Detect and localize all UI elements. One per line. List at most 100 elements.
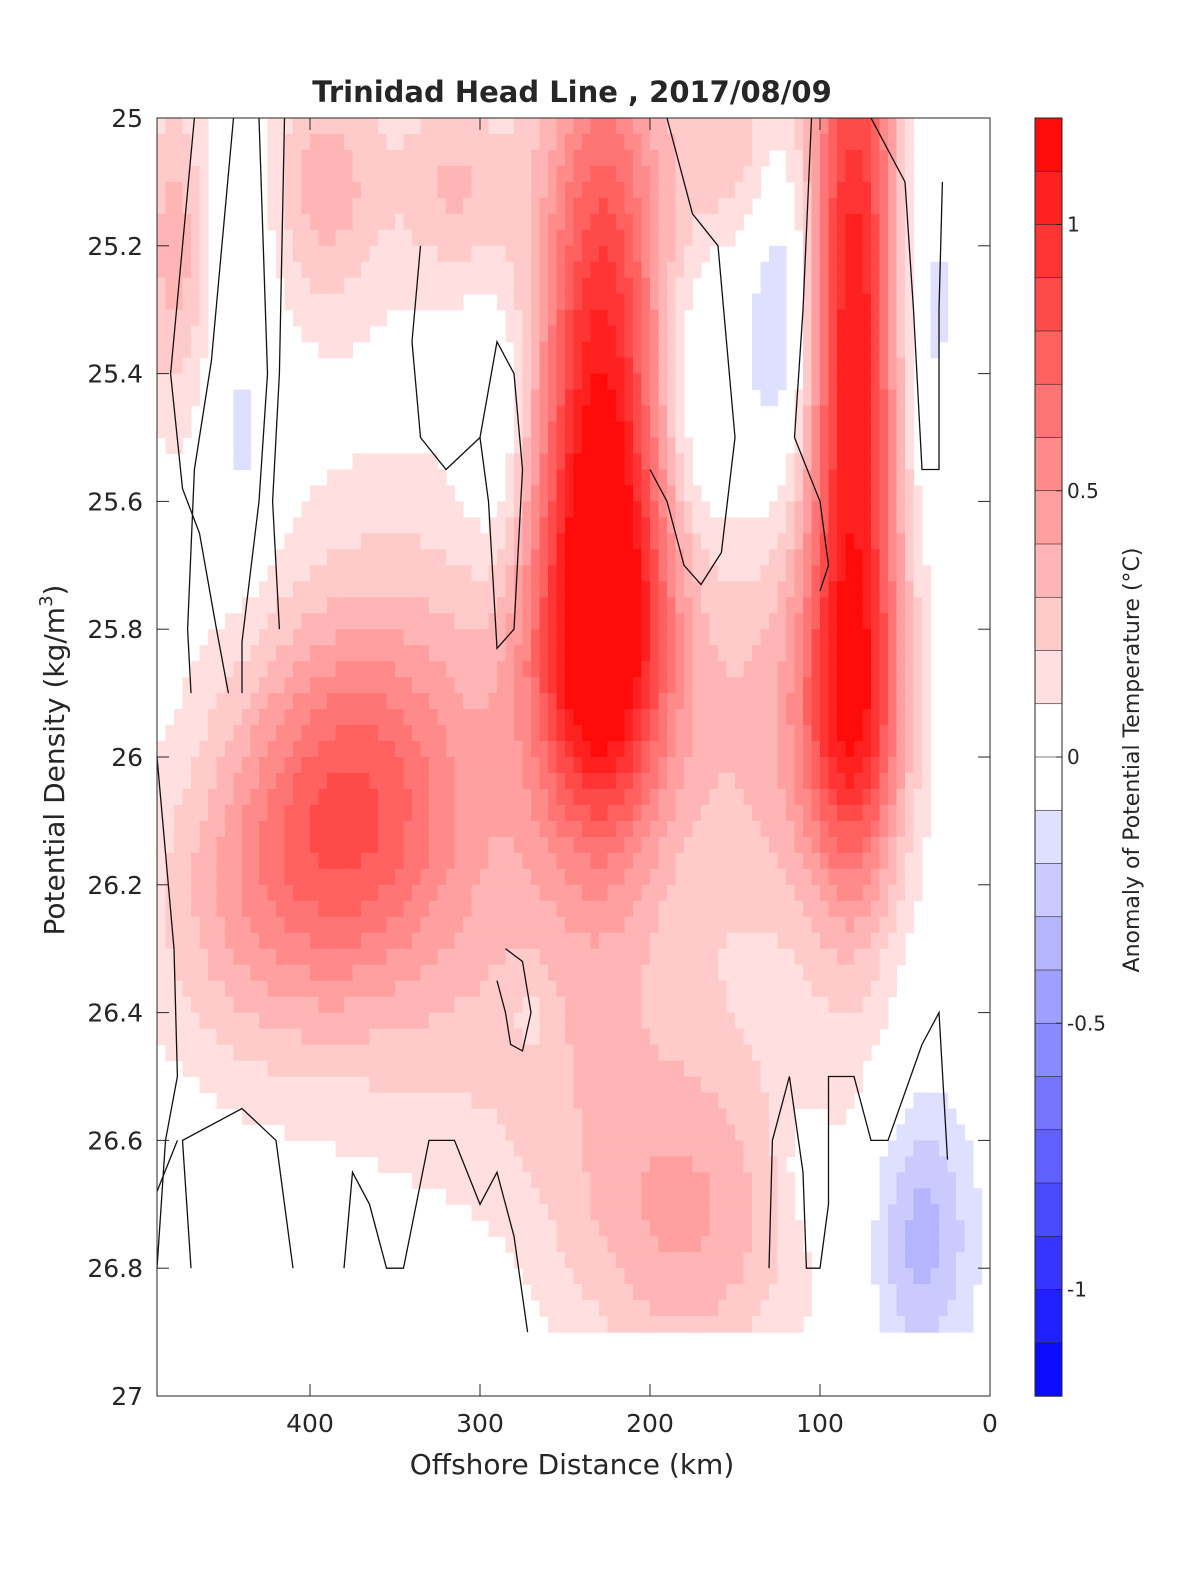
heatmap-cell [157, 820, 167, 838]
heatmap-cell [352, 932, 362, 950]
heatmap-cell [429, 213, 439, 231]
heatmap-cell [675, 804, 685, 822]
heatmap-cell [607, 213, 617, 231]
heatmap-cell [531, 900, 541, 918]
heatmap-cell [837, 1076, 847, 1094]
heatmap-cell [709, 948, 719, 966]
heatmap-cell [811, 501, 821, 518]
heatmap-cell [403, 533, 413, 550]
heatmap-cell [208, 693, 218, 710]
heatmap-cell [378, 916, 388, 934]
heatmap-cell [862, 133, 872, 151]
heatmap-cell [624, 261, 634, 279]
heatmap-cell [182, 709, 192, 726]
heatmap-cell [310, 741, 320, 758]
heatmap-cell [395, 165, 405, 183]
heatmap-cell [820, 181, 830, 199]
heatmap-cell [199, 1028, 209, 1046]
heatmap-cell [301, 149, 311, 167]
heatmap-cell [777, 581, 787, 598]
heatmap-cell [862, 900, 872, 918]
heatmap-cell [284, 597, 294, 614]
heatmap-cell [599, 900, 609, 918]
heatmap-cell [888, 341, 898, 359]
heatmap-cell [667, 757, 677, 774]
heatmap-cell [378, 1156, 388, 1173]
heatmap-cell [607, 485, 617, 502]
heatmap-cell [743, 549, 753, 566]
heatmap-cell [590, 725, 600, 742]
heatmap-cell [318, 836, 328, 854]
heatmap-cell [361, 693, 371, 710]
heatmap-cell [301, 1044, 311, 1062]
heatmap-cell [726, 804, 736, 822]
heatmap-cell [641, 597, 651, 614]
heatmap-cell [777, 1156, 787, 1173]
heatmap-cell [369, 149, 379, 167]
heatmap-cell [820, 565, 830, 582]
heatmap-cell [828, 1060, 838, 1078]
heatmap-cell [488, 133, 498, 151]
heatmap-cell [548, 1108, 558, 1126]
heatmap-cell [641, 996, 651, 1014]
heatmap-cell [862, 772, 872, 790]
heatmap-cell [191, 661, 201, 678]
heatmap-cell [437, 469, 447, 487]
heatmap-cell [463, 549, 473, 566]
heatmap-cell [276, 181, 286, 199]
heatmap-cell [692, 118, 702, 135]
heatmap-cell [497, 597, 507, 614]
heatmap-cell [667, 1092, 677, 1110]
heatmap-cell [692, 581, 702, 598]
heatmap-cell [573, 453, 583, 471]
heatmap-cell [403, 836, 413, 854]
heatmap-cell [905, 309, 915, 327]
heatmap-cell [650, 1060, 660, 1078]
heatmap-cell [590, 421, 600, 439]
heatmap-cell [293, 645, 303, 662]
heatmap-cell [828, 677, 838, 694]
heatmap-cell [301, 804, 311, 822]
heatmap-cell [896, 533, 906, 550]
heatmap-cell [777, 836, 787, 854]
heatmap-cell [276, 820, 286, 838]
heatmap-cell [667, 693, 677, 710]
heatmap-cell [573, 709, 583, 726]
heatmap-cell [446, 804, 456, 822]
heatmap-cell [726, 709, 736, 726]
heatmap-cell [599, 709, 609, 726]
heatmap-cell [276, 213, 286, 231]
heatmap-cell [811, 1060, 821, 1078]
heatmap-cell [522, 661, 532, 678]
heatmap-cell [675, 293, 685, 311]
heatmap-cell [658, 373, 668, 391]
heatmap-cell [539, 709, 549, 726]
heatmap-cell [165, 261, 175, 279]
heatmap-cell [378, 948, 388, 966]
heatmap-cell [573, 693, 583, 710]
heatmap-cell [284, 1060, 294, 1078]
heatmap-cell [573, 229, 583, 247]
heatmap-cell [335, 1060, 345, 1078]
heatmap-cell [582, 405, 592, 423]
heatmap-cell [599, 165, 609, 183]
heatmap-cell [446, 565, 456, 582]
heatmap-cell [480, 629, 490, 646]
heatmap-cell [310, 613, 320, 630]
heatmap-cell [667, 277, 677, 295]
heatmap-cell [582, 565, 592, 582]
heatmap-cell [556, 277, 566, 295]
heatmap-cell [854, 1076, 864, 1094]
heatmap-cell [267, 868, 277, 886]
heatmap-cell [471, 213, 481, 231]
heatmap-cell [361, 948, 371, 966]
heatmap-cell [420, 900, 430, 918]
heatmap-layer [157, 118, 983, 1333]
heatmap-cell [624, 1076, 634, 1094]
heatmap-cell [505, 964, 515, 982]
heatmap-cell [539, 757, 549, 774]
heatmap-cell [522, 165, 532, 183]
heatmap-cell [548, 277, 558, 295]
heatmap-cell [820, 916, 830, 934]
heatmap-cell [199, 709, 209, 726]
